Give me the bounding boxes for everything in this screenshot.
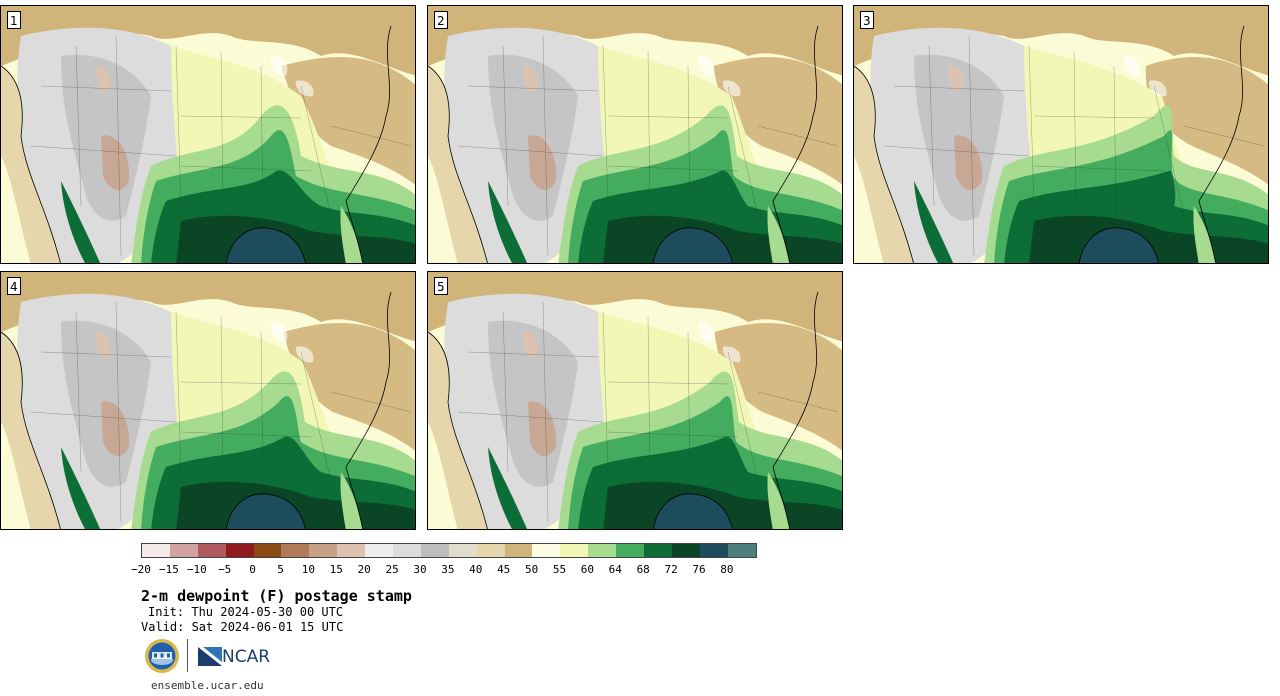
member-label-3: 3: [860, 11, 874, 29]
colorbar-segment: [644, 544, 672, 557]
colorbar-segment: [671, 544, 700, 557]
colorbar-tick-label: 76: [692, 563, 706, 576]
ensemble-member-3-map[interactable]: 3: [853, 5, 1269, 264]
colorbar-tick-label: −15: [158, 563, 179, 576]
colorbar-segment: [393, 544, 421, 557]
colorbar-tick-label: 64: [608, 563, 622, 576]
member-label-2: 2: [434, 11, 448, 29]
colorbar-segment: [588, 544, 617, 557]
colorbar-segment: [560, 544, 589, 557]
ensemble-member-2-map[interactable]: 2: [427, 5, 843, 264]
colorbar-tick-label: −5: [218, 563, 232, 576]
colorbar-segment: [365, 544, 394, 557]
ncar-logo-icon[interactable]: [198, 644, 278, 668]
colorbar-segment: [448, 544, 477, 557]
logo-divider: [187, 639, 188, 672]
colorbar-tick-label: 40: [469, 563, 483, 576]
colorbar-tick-label: 0: [249, 563, 256, 576]
ncar-logo-text: NCAR: [222, 647, 271, 667]
dewpoint-map-3: [854, 6, 1268, 263]
dewpoint-map-2: [428, 6, 842, 263]
colorbar-segment: [197, 544, 226, 557]
dewpoint-map-5: [428, 272, 842, 529]
colorbar-tick-label: 80: [720, 563, 734, 576]
colorbar-tick-label: 5: [277, 563, 284, 576]
sponsor-logos: NCAR: [144, 638, 284, 676]
colorbar-tick-label: −20: [131, 563, 151, 576]
colorbar-segment: [337, 544, 366, 557]
member-label-1: 1: [7, 11, 21, 29]
colorbar-segment: [532, 544, 561, 557]
colorbar-segment: [309, 544, 338, 557]
colorbar-segment: [281, 544, 310, 557]
colorbar-segment: [169, 544, 198, 557]
member-label-5: 5: [434, 277, 448, 295]
site-url[interactable]: ensemble.ucar.edu: [151, 679, 264, 692]
colorbar-tick-labels: −20 −15 −10 −5 0 5 10 15 20 25 30 35 40 45 50 55 60 64 68 7…: [131, 563, 761, 577]
ensemble-member-5-map[interactable]: 5: [427, 271, 843, 530]
colorbar-tick-label: 25: [385, 563, 399, 576]
colorbar-tick-label: 15: [329, 563, 343, 576]
colorbar-tick-label: 55: [552, 563, 567, 576]
ensemble-member-1-map[interactable]: 1: [0, 5, 416, 264]
colorbar-segment: [142, 544, 170, 557]
dewpoint-colorbar: [141, 543, 757, 558]
valid-time: Valid: Sat 2024-06-01 15 UTC: [141, 620, 344, 634]
colorbar-tick-label: 68: [636, 563, 650, 576]
colorbar-tick-label: 20: [357, 563, 371, 576]
nsf-logo-icon[interactable]: [144, 638, 180, 674]
colorbar-segment: [727, 544, 756, 557]
init-time: Init: Thu 2024-05-30 00 UTC: [148, 605, 344, 619]
colorbar-tick-label: 72: [664, 563, 678, 576]
page-title: 2-m dewpoint (F) postage stamp: [141, 587, 412, 605]
colorbar-segment: [420, 544, 449, 557]
colorbar-tick-label: 30: [413, 563, 427, 576]
colorbar-tick-label: 45: [497, 563, 511, 576]
colorbar-tick-label: 60: [580, 563, 595, 576]
ensemble-member-4-map[interactable]: 4: [0, 271, 416, 530]
colorbar-tick-label: −10: [186, 563, 207, 576]
dewpoint-map-1: [1, 6, 415, 263]
colorbar-segment: [225, 544, 254, 557]
colorbar-segment: [253, 544, 282, 557]
colorbar-tick-label: 10: [301, 563, 316, 576]
colorbar-segment: [504, 544, 533, 557]
colorbar-segment: [476, 544, 505, 557]
colorbar-segment: [616, 544, 645, 557]
colorbar-segment: [699, 544, 728, 557]
member-label-4: 4: [7, 277, 21, 295]
dewpoint-map-4: [1, 272, 415, 529]
colorbar-tick-label: 35: [441, 563, 455, 576]
colorbar-tick-label: 50: [524, 563, 539, 576]
